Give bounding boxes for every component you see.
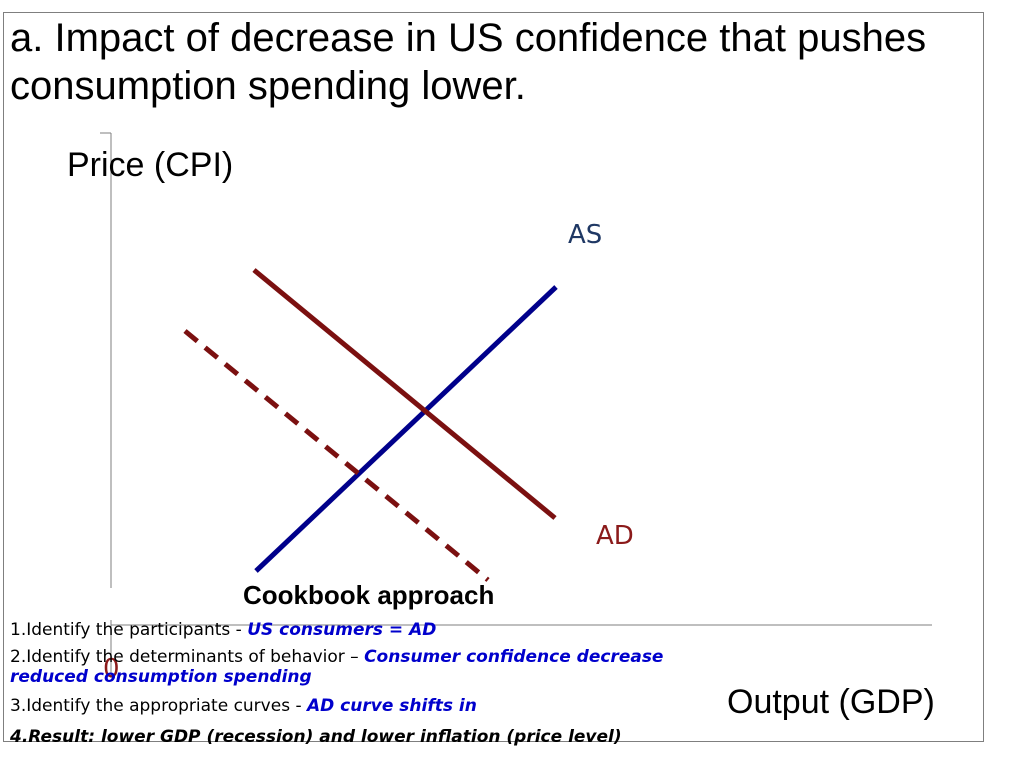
- as-curve-label: AS: [568, 220, 603, 250]
- step-text: 4.Result: lower GDP (recession) and lowe…: [10, 727, 622, 747]
- step-text: 1.Identify the participants -: [10, 620, 248, 640]
- slide-frame: [3, 12, 984, 742]
- origin-label: 0: [103, 654, 120, 684]
- cookbook-step-3: 3.Identify the appropriate curves - AD c…: [10, 696, 477, 716]
- slide-title: a. Impact of decrease in US confidence t…: [10, 16, 927, 108]
- cookbook-step-4: 4.Result: lower GDP (recession) and lowe…: [10, 727, 622, 747]
- step-answer: US consumers = AD: [247, 620, 437, 640]
- step-text: 3.Identify the appropriate curves -: [10, 696, 307, 716]
- step-text: 2.Identify the determinants of behavior …: [10, 647, 365, 667]
- ad-shifted-curve: [183, 329, 490, 582]
- cookbook-title: Cookbook approach: [243, 580, 495, 610]
- as-curve: [254, 285, 558, 573]
- step-answer: Consumer confidence decrease: [364, 647, 664, 667]
- step-answer: AD curve shifts in: [307, 696, 477, 716]
- y-axis-label: Price (CPI): [67, 146, 234, 184]
- ad-curve-label: AD: [596, 521, 634, 551]
- ad-curve: [252, 268, 557, 520]
- cookbook-step-2-continuation: reduced consumption spending: [10, 667, 312, 687]
- cookbook-step-2: 2.Identify the determinants of behavior …: [10, 647, 663, 667]
- x-axis-label: Output (GDP): [727, 683, 935, 721]
- cookbook-step-1: 1.Identify the participants - US consume…: [10, 620, 436, 640]
- step-answer: reduced consumption spending: [10, 667, 312, 687]
